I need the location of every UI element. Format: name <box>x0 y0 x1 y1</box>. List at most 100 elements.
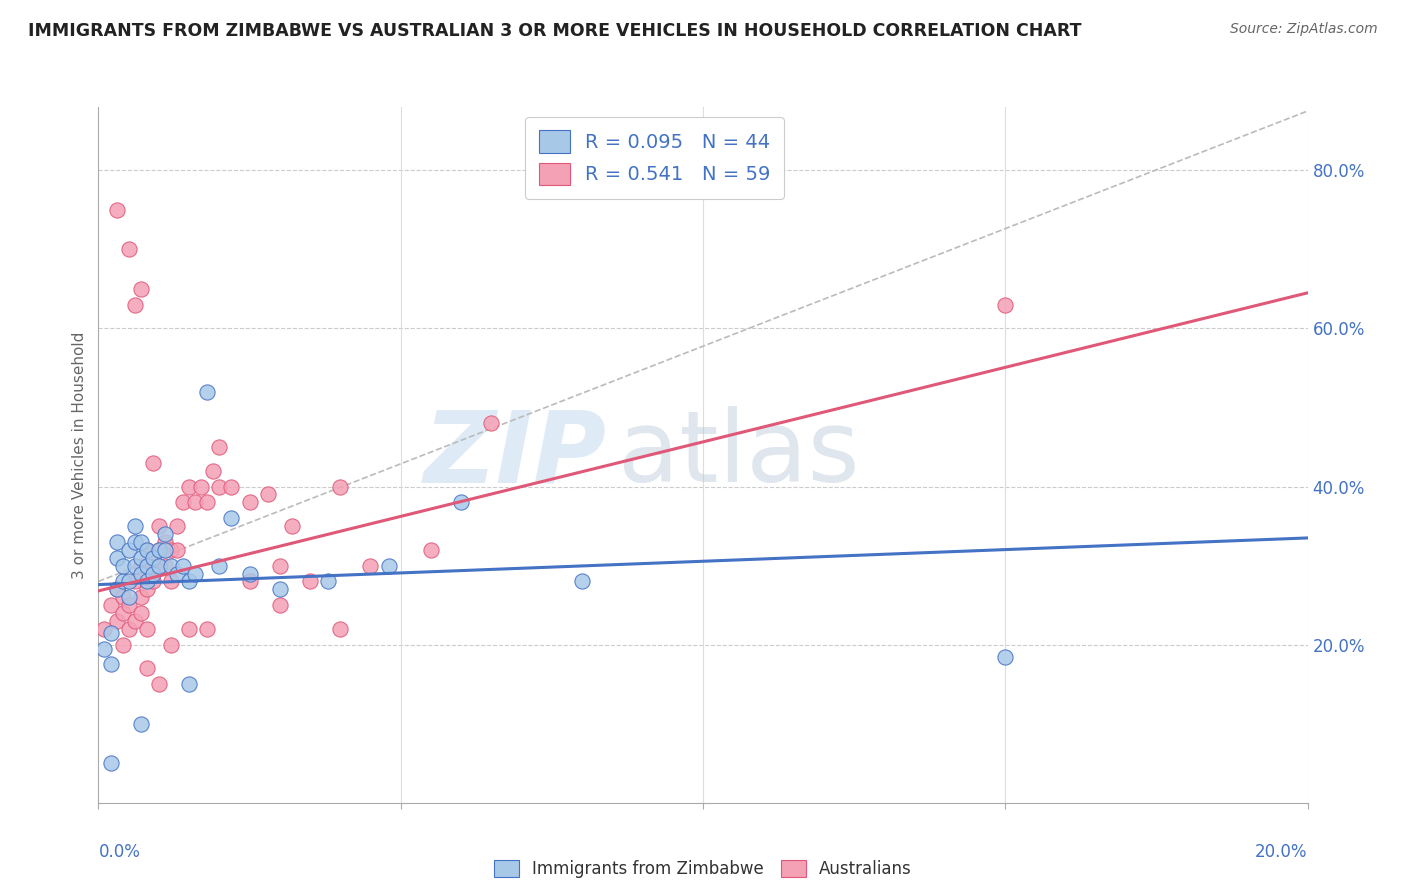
Point <box>142 558 165 573</box>
Point <box>124 558 146 573</box>
Point <box>124 614 146 628</box>
Point <box>142 456 165 470</box>
Point <box>124 519 146 533</box>
Point <box>118 243 141 257</box>
Text: 0.0%: 0.0% <box>98 843 141 861</box>
Point <box>160 542 183 557</box>
Point <box>160 638 183 652</box>
Point <box>135 582 157 597</box>
Point <box>450 495 472 509</box>
Point <box>160 574 183 589</box>
Point <box>111 591 134 605</box>
Point <box>299 574 322 589</box>
Point <box>419 542 441 557</box>
Point <box>129 558 152 573</box>
Point <box>208 479 231 493</box>
Point <box>329 479 352 493</box>
Point <box>166 519 188 533</box>
Text: Source: ZipAtlas.com: Source: ZipAtlas.com <box>1230 22 1378 37</box>
Point <box>142 574 165 589</box>
Point <box>93 641 115 656</box>
Point <box>202 464 225 478</box>
Point <box>118 591 141 605</box>
Point <box>177 479 201 493</box>
Point <box>129 716 152 731</box>
Point <box>148 542 170 557</box>
Point <box>129 550 152 565</box>
Point <box>172 495 194 509</box>
Point <box>105 550 128 565</box>
Point <box>148 519 170 533</box>
Point <box>153 527 176 541</box>
Point <box>135 622 157 636</box>
Point <box>221 511 243 525</box>
Point <box>135 542 157 557</box>
Point <box>177 622 201 636</box>
Point <box>208 558 231 573</box>
Text: atlas: atlas <box>619 407 860 503</box>
Point <box>148 542 170 557</box>
Text: ZIP: ZIP <box>423 407 606 503</box>
Point <box>329 622 352 636</box>
Point <box>994 649 1017 664</box>
Point <box>100 756 122 771</box>
Point <box>129 606 152 620</box>
Point <box>994 298 1017 312</box>
Point <box>105 582 128 597</box>
Point <box>153 542 176 557</box>
Point <box>239 574 262 589</box>
Point <box>190 479 212 493</box>
Text: 20.0%: 20.0% <box>1256 843 1308 861</box>
Point <box>208 440 231 454</box>
Point <box>118 598 141 612</box>
Point <box>239 495 262 509</box>
Legend: Immigrants from Zimbabwe, Australians: Immigrants from Zimbabwe, Australians <box>488 854 918 885</box>
Point <box>160 558 183 573</box>
Point <box>135 542 157 557</box>
Point <box>195 384 218 399</box>
Point <box>377 558 399 573</box>
Point <box>316 574 339 589</box>
Point <box>281 519 304 533</box>
Point <box>166 542 188 557</box>
Point <box>184 495 207 509</box>
Point <box>184 566 207 581</box>
Point <box>269 598 291 612</box>
Point <box>105 202 128 217</box>
Point <box>118 622 141 636</box>
Point <box>111 558 134 573</box>
Point <box>118 542 141 557</box>
Point <box>129 591 152 605</box>
Point <box>100 657 122 672</box>
Point <box>124 534 146 549</box>
Point <box>153 534 176 549</box>
Point <box>166 566 188 581</box>
Point <box>571 574 593 589</box>
Point <box>256 487 278 501</box>
Point <box>239 566 262 581</box>
Point <box>100 625 122 640</box>
Point <box>142 550 165 565</box>
Point <box>93 622 115 636</box>
Point <box>124 298 146 312</box>
Point <box>111 574 134 589</box>
Point <box>129 566 152 581</box>
Y-axis label: 3 or more Vehicles in Household: 3 or more Vehicles in Household <box>72 331 87 579</box>
Point <box>195 495 218 509</box>
Point <box>269 582 291 597</box>
Point <box>118 574 141 589</box>
Point <box>153 558 176 573</box>
Point <box>124 574 146 589</box>
Point <box>221 479 243 493</box>
Point <box>105 534 128 549</box>
Point <box>105 582 128 597</box>
Point <box>135 558 157 573</box>
Point <box>135 574 157 589</box>
Point <box>195 622 218 636</box>
Point <box>129 282 152 296</box>
Point <box>172 558 194 573</box>
Text: IMMIGRANTS FROM ZIMBABWE VS AUSTRALIAN 3 OR MORE VEHICLES IN HOUSEHOLD CORRELATI: IMMIGRANTS FROM ZIMBABWE VS AUSTRALIAN 3… <box>28 22 1081 40</box>
Point <box>129 534 152 549</box>
Point <box>360 558 382 573</box>
Point <box>135 661 157 675</box>
